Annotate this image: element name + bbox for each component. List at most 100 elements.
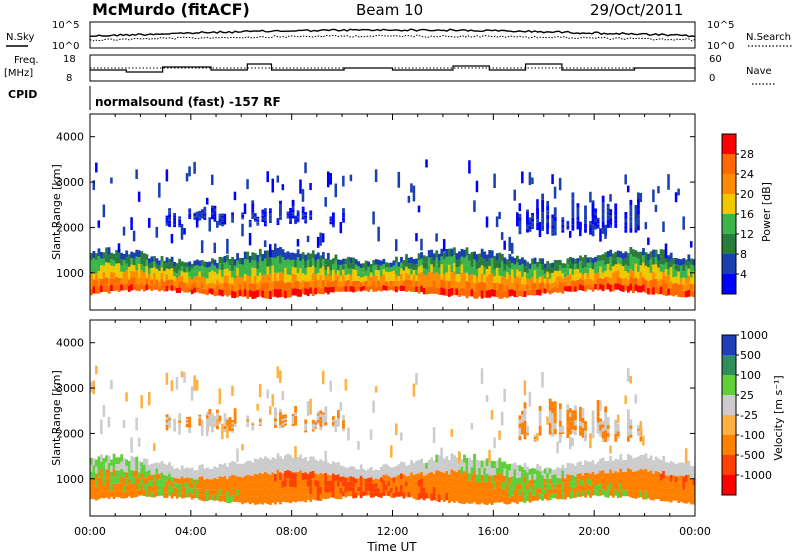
heatmap-cell [256,216,260,219]
heatmap-cell [216,268,219,274]
heatmap-cell [639,454,643,462]
heatmap-cell [97,248,101,256]
heatmap-cell [372,275,376,282]
heatmap-cell [173,266,177,272]
heatmap-cell [556,265,560,271]
heatmap-cell [437,253,441,261]
heatmap-cell [165,417,169,420]
heatmap-cell [601,438,605,443]
heatmap-cell [561,268,565,274]
colorbar-tick-label: -100 [740,429,765,442]
heatmap-cell [246,495,250,503]
power-ylabel: Slant Range [km] [50,164,63,260]
heatmap-cell [538,405,542,411]
heatmap-cell [657,274,661,281]
colorbar-tick-label: 25 [740,389,754,402]
heatmap-cell [198,414,202,417]
heatmap-cell [314,260,318,268]
heatmap-cell [319,426,323,431]
heatmap-cell [571,469,575,476]
heatmap-cell [127,273,131,280]
heatmap-cell [258,488,262,496]
heatmap-cell [198,214,202,216]
heatmap-cell [268,290,272,299]
heatmap-cell [180,371,184,378]
heatmap-cell [637,251,640,259]
heatmap-cell [521,472,524,479]
heatmap-cell [311,485,315,493]
heatmap-cell [616,428,620,432]
heatmap-cell [158,473,161,480]
heatmap-cell [374,487,378,492]
heatmap-cell [674,276,678,283]
heatmap-cell [218,223,222,226]
heatmap-cell [674,464,678,471]
heatmap-cell [571,475,575,481]
heatmap-cell [163,260,166,266]
heatmap-cell [158,479,161,485]
heatmap-cell [503,270,507,278]
heatmap-cell [611,266,615,273]
heatmap-cell [170,493,174,499]
heatmap-cell [556,287,560,293]
heatmap-cell [117,477,121,484]
heatmap-cell [667,462,671,470]
heatmap-cell [586,461,590,468]
heatmap-cell [601,284,605,292]
heatmap-cell [566,226,570,229]
heatmap-cell [213,205,217,209]
heatmap-cell [384,463,388,470]
heatmap-cell [246,251,250,260]
heatmap-cell [543,493,547,500]
heatmap-cell [561,428,565,430]
heatmap-cell [349,466,353,472]
heatmap-cell [349,481,353,487]
heatmap-cell [397,491,401,497]
heatmap-cell [594,267,597,274]
heatmap-cell [127,472,131,479]
heatmap-cell [344,258,348,265]
heatmap-cell [342,212,345,216]
heatmap-cell [200,282,204,289]
heatmap-cell [657,478,661,486]
heatmap-cell [614,434,618,439]
heatmap-cell [465,272,469,282]
heatmap-cell [193,287,197,293]
heatmap-cell [447,488,451,496]
heatmap-cell [125,270,129,277]
heatmap-cell [319,255,323,262]
heatmap-cell [616,276,620,284]
heatmap-cell [465,480,469,488]
heatmap-cell [397,266,401,272]
heatmap-cell [379,275,383,282]
heatmap-cell [631,491,635,498]
heatmap-cell [672,487,676,495]
heatmap-cell [276,219,280,221]
heatmap-cell [165,470,169,476]
heatmap-cell [440,465,444,473]
heatmap-cell [332,491,335,498]
heatmap-cell [407,486,411,492]
heatmap-cell [518,465,522,472]
heatmap-cell [110,265,113,272]
heatmap-cell [198,212,202,215]
heatmap-cell [692,498,696,505]
heatmap-cell [263,282,267,291]
heatmap-cell [442,494,446,503]
heatmap-cell [551,493,555,499]
heatmap-cell [279,203,282,208]
heatmap-cell [432,467,436,474]
heatmap-cell [352,269,355,275]
heatmap-cell [684,272,688,279]
colorbar-segment [722,335,736,356]
heatmap-cell [493,474,497,482]
heatmap-cell [531,212,534,216]
heatmap-cell [306,259,310,268]
heatmap-cell [402,474,406,481]
heatmap-cell [294,221,298,223]
heatmap-cell [301,280,305,288]
heatmap-cell [216,484,219,490]
heatmap-cell [112,491,116,499]
heatmap-cell [100,285,103,293]
heatmap-cell [296,479,300,487]
